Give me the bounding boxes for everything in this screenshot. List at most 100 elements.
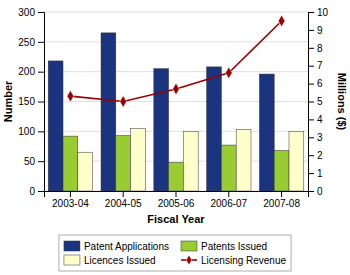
bar bbox=[154, 69, 169, 191]
tick-label: 2006-07 bbox=[210, 198, 247, 209]
tick-mark bbox=[308, 119, 314, 120]
tick-label: 2007-08 bbox=[263, 198, 300, 209]
tick-label: 3 bbox=[317, 132, 323, 143]
x-axis-title: Fiscal Year bbox=[147, 213, 205, 225]
tick-mark bbox=[308, 137, 314, 138]
tick-mark bbox=[38, 191, 44, 192]
tick-label: 9 bbox=[317, 25, 323, 36]
line-marker bbox=[120, 96, 127, 108]
tick-mark bbox=[228, 191, 229, 197]
bar bbox=[221, 145, 236, 191]
bar-series bbox=[78, 128, 304, 191]
legend-frame bbox=[59, 235, 291, 271]
bar bbox=[183, 131, 198, 191]
bar bbox=[63, 136, 78, 191]
tick-mark bbox=[308, 30, 314, 31]
tick-mark bbox=[123, 191, 124, 197]
tick-label: 1 bbox=[317, 168, 323, 179]
legend-item: Patent Applications bbox=[64, 241, 169, 252]
tick: 1 bbox=[308, 168, 323, 179]
legend: Patent Applications Patents Issued Licence… bbox=[59, 235, 291, 271]
tick: 4 bbox=[308, 114, 323, 125]
tick-mark bbox=[38, 72, 44, 73]
legend-label: Licences Issued bbox=[84, 255, 156, 266]
legend-item: Patents Issued bbox=[181, 241, 267, 252]
tick: 300 bbox=[18, 7, 44, 18]
bar bbox=[101, 33, 116, 191]
bar bbox=[78, 152, 93, 191]
legend-label: Licensing Revenue bbox=[201, 255, 286, 266]
bar bbox=[131, 128, 146, 191]
tick-mark bbox=[308, 191, 314, 192]
bar bbox=[259, 74, 274, 191]
bar bbox=[48, 61, 63, 191]
legend-swatch bbox=[181, 241, 197, 251]
tick-label: 250 bbox=[18, 37, 35, 48]
legend-label: Patent Applications bbox=[84, 241, 169, 252]
tick: 200 bbox=[18, 66, 44, 77]
tick-mark bbox=[38, 12, 44, 13]
tick-label: 0 bbox=[317, 186, 323, 197]
tick: 3 bbox=[308, 132, 323, 143]
marks bbox=[48, 15, 304, 191]
bar bbox=[116, 136, 131, 191]
tick-label: 100 bbox=[18, 126, 35, 137]
tick: 9 bbox=[308, 25, 323, 36]
legend-swatch bbox=[64, 241, 80, 251]
bar-series bbox=[48, 33, 274, 191]
tick-label: 300 bbox=[18, 7, 35, 18]
grid-line bbox=[44, 41, 308, 42]
tick-label: 8 bbox=[317, 43, 323, 54]
tick-mark bbox=[308, 102, 314, 103]
grid-line bbox=[44, 12, 308, 13]
axis-line bbox=[38, 13, 45, 192]
tick: 250 bbox=[18, 37, 44, 48]
tick: 2006-07 bbox=[210, 191, 247, 209]
line-marker bbox=[225, 67, 232, 79]
tick-mark bbox=[38, 131, 44, 132]
tick: 50 bbox=[24, 156, 44, 167]
tick: 2003-04 bbox=[52, 191, 89, 209]
bar bbox=[207, 67, 222, 191]
tick-mark bbox=[38, 161, 44, 162]
chart-container: 2003-042004-052005-062006-072007-0805010… bbox=[0, 0, 350, 275]
tick-mark bbox=[281, 191, 282, 197]
tick-label: 50 bbox=[24, 156, 36, 167]
tick-mark bbox=[308, 155, 314, 156]
line-marker bbox=[173, 83, 180, 95]
tick: 150 bbox=[18, 96, 44, 107]
tick: 2 bbox=[308, 150, 323, 161]
grid bbox=[44, 12, 308, 191]
tick: 6 bbox=[308, 78, 323, 89]
tick: 0 bbox=[308, 186, 323, 197]
tick-label: 10 bbox=[317, 7, 329, 18]
tick-mark bbox=[308, 48, 314, 49]
bar bbox=[169, 162, 184, 191]
tick-mark bbox=[38, 42, 44, 43]
tick-label: 6 bbox=[317, 78, 323, 89]
tick-mark bbox=[176, 191, 177, 197]
line-marker bbox=[67, 90, 74, 102]
tick: 2007-08 bbox=[263, 191, 300, 209]
bar bbox=[289, 131, 304, 191]
line bbox=[70, 21, 281, 102]
axis: 2003-042004-052005-062006-072007-08 bbox=[45, 191, 309, 209]
tick-label: 2 bbox=[317, 150, 323, 161]
tick: 8 bbox=[308, 43, 323, 54]
axis: 012345678910 bbox=[308, 7, 329, 197]
tick-label: 0 bbox=[29, 186, 35, 197]
bar-series bbox=[63, 136, 289, 191]
legend-marker bbox=[186, 255, 192, 265]
tick-label: 5 bbox=[317, 96, 323, 107]
axis-line bbox=[309, 13, 315, 192]
axis: 0 50 100 150 200 250 300 bbox=[18, 7, 44, 197]
tick-mark bbox=[308, 84, 314, 85]
tick: 0 bbox=[29, 186, 44, 197]
tick-label: 200 bbox=[18, 66, 35, 77]
tick-label: 4 bbox=[317, 114, 323, 125]
tick: 5 bbox=[308, 96, 323, 107]
tick-mark bbox=[308, 173, 314, 174]
tick: 2005-06 bbox=[158, 191, 195, 209]
tick-mark bbox=[308, 12, 314, 13]
legend-swatch bbox=[64, 255, 80, 265]
